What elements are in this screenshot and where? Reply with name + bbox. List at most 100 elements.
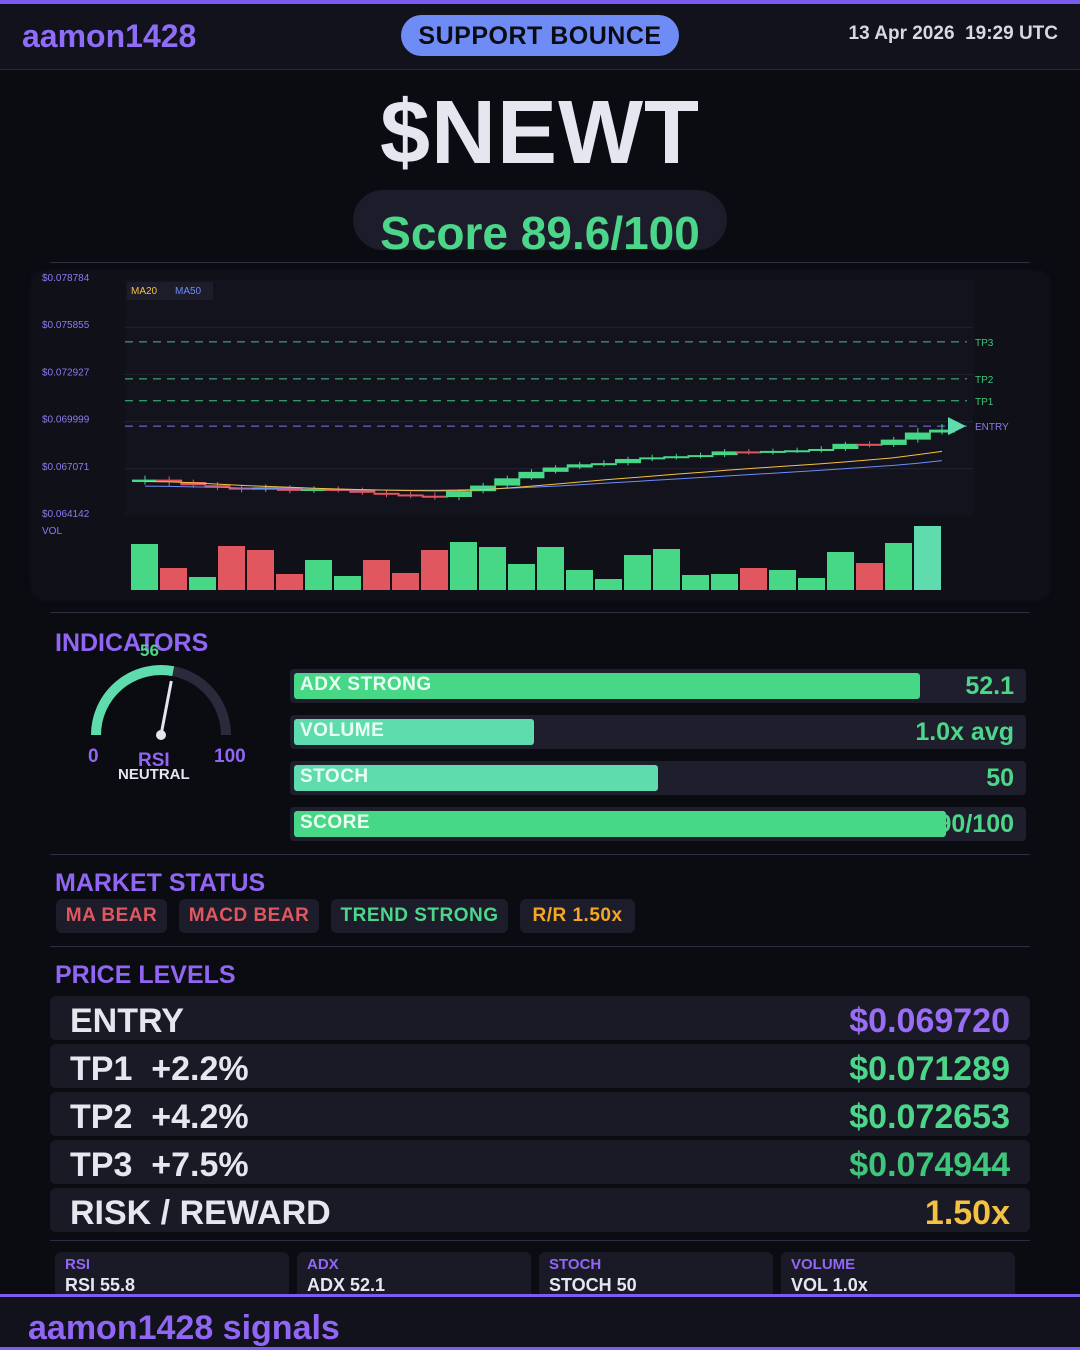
candle-body — [180, 482, 207, 486]
brand-name: aamon1428 — [22, 18, 197, 54]
mini-stat-stoch: STOCH STOCH 50 — [539, 1252, 773, 1296]
candle-body — [470, 485, 497, 492]
volume-bar — [856, 563, 883, 590]
level-label: TP2 +4.2% — [70, 1098, 249, 1136]
volume-bar — [479, 547, 506, 590]
candle-body — [759, 450, 786, 453]
ma20-line — [144, 450, 943, 492]
plot-area — [125, 280, 973, 516]
volume-bar — [189, 577, 216, 590]
score-pill: Score 89.6/100 — [353, 190, 727, 250]
indicators-title: INDICATORS — [55, 629, 209, 657]
candle-body — [687, 455, 714, 458]
tag-risk-reward: R/R 1.50x — [520, 899, 635, 933]
volume-bar — [653, 549, 680, 590]
volume-bar — [450, 542, 477, 590]
volume-bar — [131, 544, 158, 590]
divider — [50, 854, 1030, 855]
rsi-gauge-min: 0 — [88, 746, 99, 767]
level-row-tp1: TP1 +2.2% $0.071289 — [50, 1044, 1030, 1088]
mini-stat-volume: VOLUME VOL 1.0x — [781, 1252, 1015, 1296]
price-chart: $0.078784 $0.075855 $0.072927 $0.069999 $0.0… — [42, 273, 1009, 590]
legend-box — [127, 282, 213, 300]
footer-bar: aamon1428 signals — [0, 1294, 1080, 1350]
volume-bar — [218, 546, 245, 590]
candle-body — [663, 456, 690, 459]
candle-body — [445, 491, 472, 498]
rsi-gauge-value: 56 — [140, 641, 159, 660]
gauge-needle — [159, 680, 173, 736]
signal-badge: SUPPORT BOUNCE — [401, 15, 679, 56]
indicator-bar-fill — [294, 719, 534, 745]
indicator-bar-value: 1.0x avg — [915, 718, 1014, 746]
indicator-bar-fill — [294, 811, 946, 837]
level-label: ENTRY — [70, 1002, 184, 1040]
volume-bar — [566, 570, 593, 590]
ticker-symbol: $NEWT — [380, 83, 700, 183]
candle-body — [639, 457, 666, 460]
volume-bar — [363, 560, 390, 590]
mini-stat-value: VOL 1.0x — [791, 1275, 868, 1295]
rsi-gauge — [91, 665, 231, 740]
y-tick-label: $0.064142 — [42, 509, 90, 520]
level-label: TP3 +7.5% — [70, 1146, 249, 1184]
candle-body — [349, 490, 376, 493]
volume-bar — [769, 570, 796, 590]
candle-body — [156, 479, 183, 483]
indicator-bar-score: 90/100 SCORE — [290, 807, 1026, 841]
indicator-bar-volume: VOLUME 1.0x avg — [290, 715, 1026, 749]
level-row-tp3: TP3 +7.5% $0.074944 — [50, 1140, 1030, 1184]
divider — [50, 946, 1030, 947]
level-label: RISK / REWARD — [70, 1194, 331, 1232]
market-status-title: MARKET STATUS — [55, 869, 266, 897]
indicator-bar-value: 90/100 — [937, 810, 1014, 838]
level-label-tp2: TP2 — [975, 375, 994, 386]
volume-bar — [305, 560, 332, 590]
mini-stat-title: STOCH — [549, 1256, 602, 1273]
level-value: 1.50x — [924, 1194, 1010, 1232]
level-label: TP1 +2.2% — [70, 1050, 249, 1088]
candle-body — [784, 450, 811, 453]
price-chart-panel: $0.078784 $0.075855 $0.072927 $0.069999 $0.0… — [32, 272, 1049, 599]
gauge-needle-hub — [156, 730, 166, 740]
y-tick-label: $0.069999 — [42, 415, 90, 426]
indicator-bar-adx: ADX STRONG 52.1 — [290, 669, 1026, 703]
y-tick-label: $0.072927 — [42, 367, 90, 378]
candle-body — [132, 479, 158, 483]
indicator-bar-label: SCORE — [300, 812, 371, 833]
candle-body — [566, 464, 593, 468]
candle-body — [204, 485, 231, 488]
volume-bar — [682, 575, 709, 590]
candle-body — [615, 458, 642, 464]
level-row-tp2: TP2 +4.2% $0.072653 — [50, 1092, 1030, 1136]
volume-bar — [508, 564, 535, 590]
volume-bar — [247, 550, 274, 590]
timestamp: 13 Apr 2026 19:29 UTC — [848, 23, 1058, 44]
level-value: $0.069720 — [849, 1002, 1010, 1040]
volume-bar — [160, 568, 187, 590]
indicator-bar-label: VOLUME — [300, 720, 385, 741]
volume-bar — [595, 579, 622, 590]
indicator-bar-label: ADX STRONG — [300, 674, 432, 695]
rsi-gauge-max: 100 — [214, 746, 246, 767]
candle-body — [904, 432, 931, 440]
level-label-tp3: TP3 — [975, 338, 994, 349]
candle-body — [832, 443, 859, 449]
volume-bar — [711, 574, 738, 590]
tag-macd-bear: MACD BEAR — [179, 899, 319, 933]
level-value: $0.074944 — [849, 1146, 1010, 1184]
candle-body — [856, 443, 883, 446]
mini-stat-title: ADX — [307, 1256, 339, 1273]
level-row-entry: ENTRY $0.069720 — [50, 996, 1030, 1040]
volume-bar — [885, 543, 912, 590]
candle-body — [590, 463, 617, 466]
volume-bar — [798, 578, 825, 590]
indicator-bar-value: 50 — [986, 764, 1014, 792]
y-tick-label: $0.075855 — [42, 320, 90, 331]
volume-bar — [624, 555, 651, 590]
indicator-bar-fill — [294, 673, 920, 699]
gauge-track — [91, 665, 231, 736]
indicator-bar-fill — [294, 765, 658, 791]
candle-body — [301, 488, 328, 491]
header-bar: aamon1428 SUPPORT BOUNCE 13 Apr 2026 19:… — [0, 4, 1080, 70]
